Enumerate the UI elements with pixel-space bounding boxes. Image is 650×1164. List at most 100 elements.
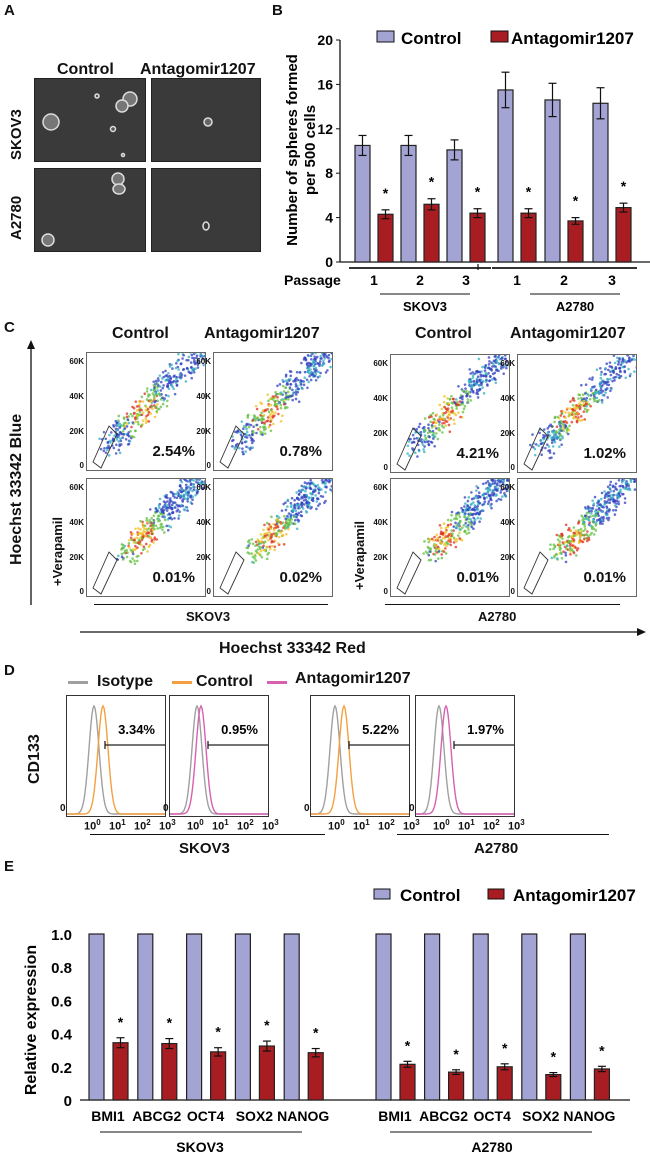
hist-a2780-control: 5.22%	[310, 695, 410, 817]
gate-percentage: 0.95%	[221, 722, 258, 737]
e-category-label: OCT4	[187, 1108, 225, 1124]
e-significance: *	[453, 1046, 459, 1062]
facs-ytick: 60K	[500, 483, 515, 492]
b-ytick-label: 4	[325, 210, 333, 226]
e-significance: *	[599, 1042, 605, 1058]
e-category-label: ABCG2	[132, 1108, 181, 1124]
e-significance: *	[313, 1025, 319, 1041]
e-category-label: OCT4	[474, 1108, 512, 1124]
facs-skov3-control: 2.54%	[86, 352, 206, 471]
b-passage-tick: 3	[608, 272, 616, 288]
b-passage-tick: 1	[370, 272, 378, 288]
sp-percentage: 2.54%	[152, 443, 195, 460]
e-ylabel: Relative expression	[23, 945, 40, 1095]
sp-percentage: 4.21%	[456, 445, 499, 462]
e-bar-antagomir	[399, 1063, 416, 1101]
e-bar-control	[137, 933, 154, 1101]
e-bar-control	[569, 933, 587, 1101]
sp-gate	[396, 427, 422, 471]
legend-isotype-swatch	[68, 681, 88, 684]
b-passage-tick: 2	[416, 272, 424, 288]
e-ytick-label: 0.8	[51, 960, 72, 977]
facs-ytick: 0	[79, 587, 84, 596]
e-bar-antagomir	[161, 1042, 178, 1101]
b-ylabel-line1: Number of spheres formed	[284, 54, 301, 246]
sp-percentage: 0.01%	[152, 569, 195, 586]
e-significance: *	[118, 1014, 124, 1030]
e-bar-control	[234, 933, 251, 1101]
hist-xtick: 101	[109, 818, 126, 833]
hist-xtick: 100	[187, 818, 204, 833]
hist-xtick: 100	[433, 818, 450, 833]
d-a2780-underline	[397, 834, 609, 835]
b-ytick-label: 8	[325, 165, 333, 181]
facs-ytick: 0	[206, 461, 211, 470]
facs-ytick: 60K	[196, 483, 211, 492]
facs-ytick: 60K	[69, 357, 84, 366]
e-category-label: ABCG2	[419, 1108, 468, 1124]
facs-ytick: 20K	[500, 429, 515, 438]
facs-ytick: 0	[510, 463, 515, 472]
micrograph-skov3-control	[34, 78, 146, 162]
b-group-a2780: A2780	[556, 299, 594, 314]
panel-d-label: D	[4, 662, 15, 679]
legend-isotype-label: Isotype	[97, 673, 154, 690]
micrograph-a2780-control	[34, 168, 146, 252]
hist-xtick: 101	[353, 818, 370, 833]
legend-antagomir-label: Antagomir1207	[295, 670, 411, 687]
hist-skov3-antagomir: 0.95%	[169, 695, 269, 817]
facs-ytick: 40K	[500, 394, 515, 403]
facs-ytick: 0	[206, 587, 211, 596]
b-bar-antagomir	[423, 203, 440, 263]
b-legend-antagomir-label: Antagomir1207	[511, 29, 634, 48]
facs-ytick: 0	[79, 461, 84, 470]
hist-xtick: 100	[84, 818, 101, 833]
chart-e-expression: 0 0.2 0.4 0.6 0.8 1.0 Relative expression Contr…	[23, 886, 636, 1155]
panel-a-row-a2780: A2780	[8, 195, 25, 240]
hist-zero-label: 0	[60, 803, 66, 814]
c-group-skov3: SKOV3	[186, 609, 231, 624]
b-significance: *	[621, 178, 627, 194]
e-category-label: SOX2	[522, 1108, 560, 1124]
legend-control-swatch	[172, 681, 192, 684]
facs-ytick: 40K	[373, 394, 388, 403]
density-cloud	[406, 355, 509, 458]
panel-a-col-antagomir: Antagomir1207	[140, 61, 256, 78]
sp-percentage: 0.02%	[279, 569, 322, 586]
hist-xtick: 103	[403, 818, 420, 833]
facs-ytick: 60K	[373, 359, 388, 368]
b-ytick-label: 20	[317, 32, 333, 48]
c-col-control-2: Control	[415, 325, 472, 342]
b-legend-control-swatch	[376, 30, 395, 43]
legend-antagomir-swatch	[267, 681, 287, 684]
facs-ytick: 20K	[69, 553, 84, 562]
b-ylabel: Number of spheres formedper 500 cells	[284, 54, 319, 246]
e-bar-control	[283, 933, 300, 1101]
c-col-antagomir-2: Antagomir1207	[510, 325, 626, 342]
c-x-axis-label: Hoechst 33342 Red	[219, 640, 366, 657]
b-passage-tick: 1	[513, 272, 521, 288]
c-skov3-underline	[94, 604, 328, 605]
sp-gate	[219, 551, 245, 595]
e-ytick-label: 1.0	[51, 927, 72, 944]
e-category-label: SOX2	[236, 1108, 274, 1124]
sp-percentage: 0.01%	[456, 569, 499, 586]
b-ytick-label: 12	[317, 121, 333, 137]
e-category-label: NANOG	[563, 1108, 615, 1124]
panel-c-label: C	[4, 319, 15, 336]
c-col-control-1: Control	[112, 325, 169, 342]
hist-xtick: 101	[458, 818, 475, 833]
e-significance: *	[167, 1015, 173, 1031]
e-significance: *	[551, 1049, 557, 1065]
facs-ytick: 40K	[196, 518, 211, 527]
gate-percentage: 5.22%	[362, 722, 399, 737]
sp-gate	[219, 425, 245, 469]
e-category-label: BMI1	[91, 1108, 125, 1124]
sp-percentage: 0.01%	[583, 569, 626, 586]
e-group-a2780: A2780	[471, 1139, 512, 1155]
e-significance: *	[264, 1017, 270, 1033]
b-ytick-label: 0	[325, 254, 333, 270]
d-group-a2780: A2780	[474, 840, 519, 857]
micrograph-skov3-antagomir	[151, 78, 261, 162]
sample-curve	[67, 704, 165, 815]
